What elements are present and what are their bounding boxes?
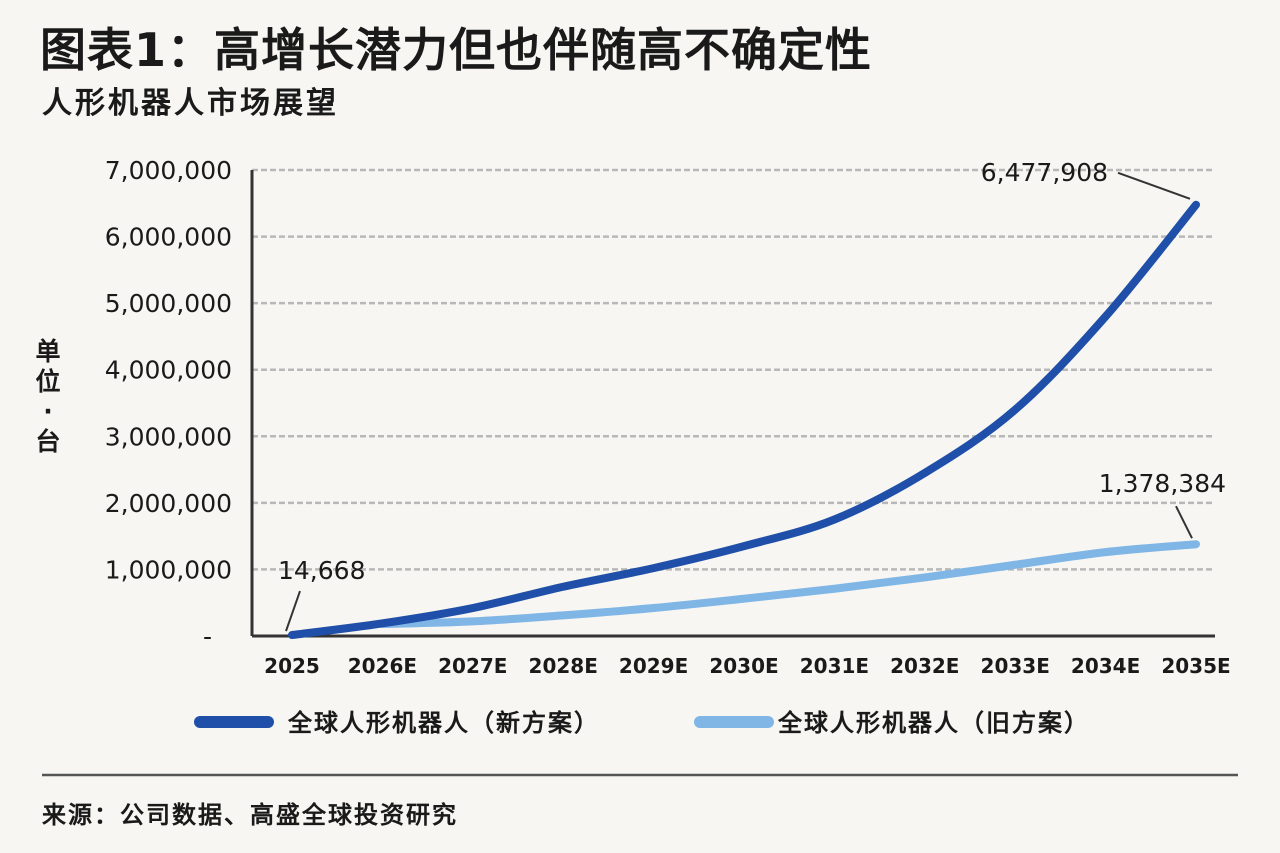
x-tick-label: 2032E: [890, 654, 959, 678]
data-point: [288, 631, 296, 639]
data-label: 1,378,384: [1099, 469, 1226, 498]
legend-item: 全球人形机器人（新方案）: [194, 709, 600, 737]
leader-line: [285, 590, 301, 632]
data-point: [740, 595, 748, 603]
data-point: [921, 469, 929, 477]
data-point: [1011, 561, 1019, 569]
legend-label: 全球人形机器人（新方案）: [287, 709, 600, 737]
data-point: [650, 604, 658, 612]
leader-line: [1175, 505, 1193, 539]
data-point: [1102, 548, 1110, 556]
x-tick-label: 2035E: [1161, 654, 1230, 678]
y-axis-label: 单: [35, 337, 60, 366]
data-point: [921, 573, 929, 581]
y-axis-label: ·: [43, 397, 53, 426]
series-line-old-plan: [378, 540, 1200, 629]
series-line-new-plan: [288, 200, 1200, 640]
data-point: [1192, 201, 1200, 209]
data-label: 6,477,908: [981, 158, 1108, 187]
y-axis-label: 台: [35, 427, 60, 456]
y-tick-label: 1,000,000: [105, 555, 232, 584]
y-tick-label: 5,000,000: [105, 289, 232, 318]
x-tick-label: 2034E: [1071, 654, 1140, 678]
x-tick-label: 2027E: [438, 654, 507, 678]
legend-item: 全球人形机器人（旧方案）: [694, 709, 1090, 737]
y-tick-label: 7,000,000: [105, 156, 232, 185]
data-point: [650, 564, 658, 572]
y-tick-label: 6,000,000: [105, 223, 232, 252]
data-point: [378, 619, 386, 627]
data-point: [1011, 406, 1019, 414]
data-point: [1102, 312, 1110, 320]
data-point: [1192, 540, 1200, 548]
data-label: 14,668: [278, 556, 365, 585]
chart-title: 图表1：高增长潜力但也伴随高不确定性: [40, 23, 873, 77]
y-tick-label: 4,000,000: [105, 356, 232, 385]
x-tick-label: 2031E: [800, 654, 869, 678]
y-axis-label: 位: [35, 367, 60, 396]
data-point: [740, 542, 748, 550]
y-tick-label: 3,000,000: [105, 422, 232, 451]
data-point: [830, 516, 838, 523]
x-tick-label: 2028E: [529, 654, 598, 678]
y-tick-label: -: [203, 622, 212, 651]
data-point: [469, 617, 477, 625]
data-point: [559, 583, 567, 591]
source-note: 来源：公司数据、高盛全球投资研究: [42, 801, 458, 829]
x-tick-label: 2030E: [709, 654, 778, 678]
x-tick-label: 2026E: [348, 654, 417, 678]
data-point: [559, 611, 567, 619]
chart-subtitle: 人形机器人市场展望: [42, 86, 339, 121]
x-tick-label: 2033E: [981, 654, 1050, 678]
x-tick-label: 2025: [264, 654, 320, 678]
leader-line: [1117, 171, 1191, 200]
x-tick-label: 2029E: [619, 654, 688, 678]
data-point: [469, 604, 477, 612]
legend-label: 全球人形机器人（旧方案）: [777, 709, 1090, 737]
y-tick-label: 2,000,000: [105, 489, 232, 518]
data-point: [830, 585, 838, 593]
